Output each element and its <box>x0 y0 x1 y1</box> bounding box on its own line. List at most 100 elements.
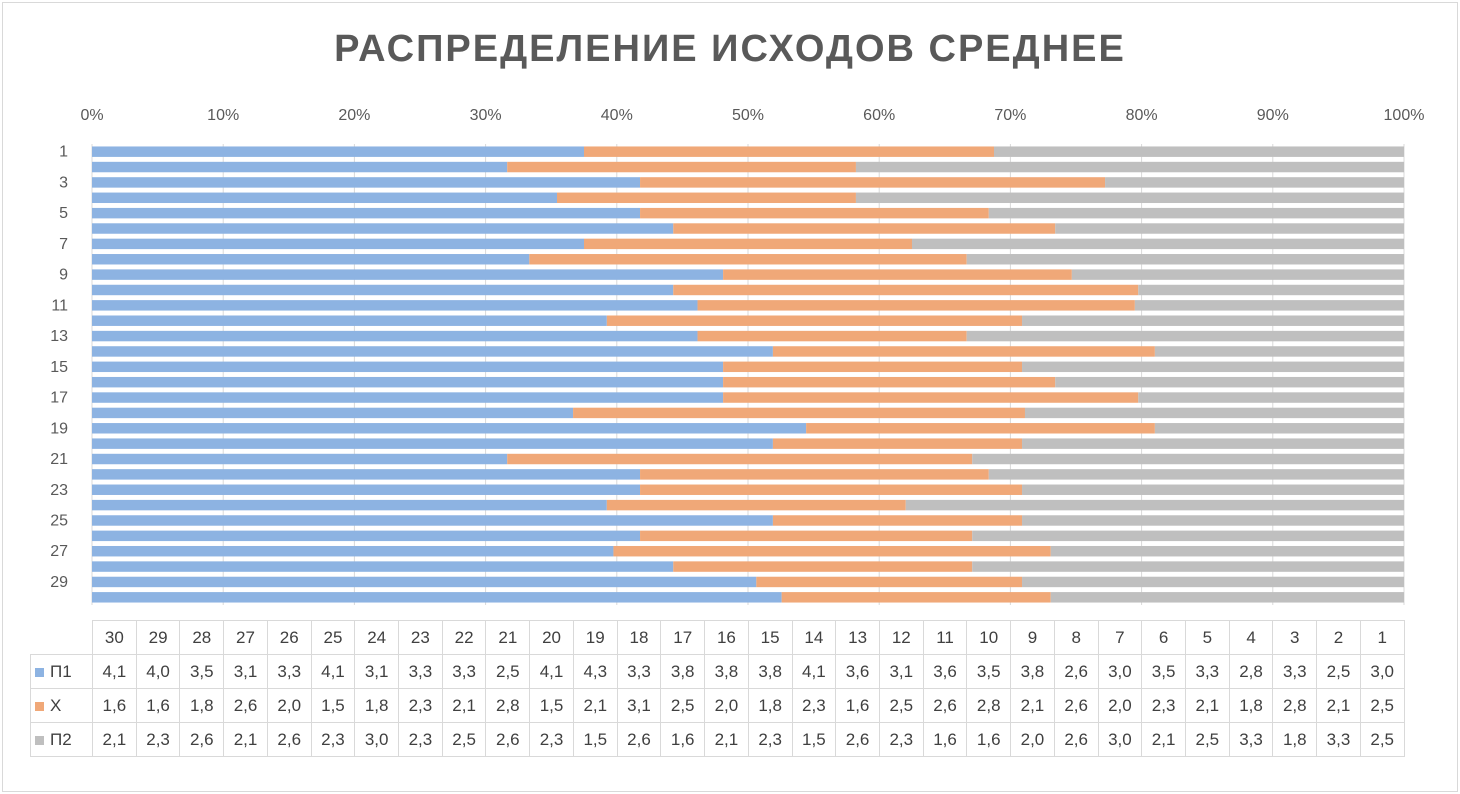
table-column-header: 1 <box>1359 620 1405 655</box>
table-cell: 2,6 <box>179 722 225 757</box>
table-column-header: 25 <box>310 620 356 655</box>
x-tick-label: 80% <box>1126 107 1158 124</box>
table-corner <box>31 621 93 655</box>
bar-segment-П1-13 <box>92 330 698 342</box>
table-cell: 3,0 <box>1097 722 1143 757</box>
bar-segment-П1-29 <box>92 576 757 588</box>
table-row: П2 2,1 2,3 2,6 2,1 2,6 2,3 3,0 2,3 2,5 2,6 2,3 1,5 2,… <box>30 722 1405 757</box>
bar-segment-П1-28 <box>92 561 674 572</box>
y-tick-label: 17 <box>50 390 68 407</box>
bar-segment-П2-21 <box>972 453 1404 465</box>
bar-segment-П2-14 <box>1154 346 1404 357</box>
bar-segment-П2-6 <box>1055 223 1404 234</box>
bar-segment-П2-29 <box>1022 576 1404 588</box>
bar-segment-П2-9 <box>1071 269 1404 280</box>
table-cell: 4,1 <box>791 654 837 689</box>
bar-segment-П2-1 <box>994 146 1404 157</box>
table-cell: 3,3 <box>266 654 312 689</box>
bar-segment-П2-3 <box>1105 177 1404 188</box>
table-cell: 3,1 <box>616 688 662 723</box>
table-column-header: 9 <box>1010 620 1055 655</box>
table-cell: 3,0 <box>1359 654 1405 689</box>
table-column-header: 8 <box>1053 620 1099 655</box>
table-cell: 3,8 <box>660 654 706 689</box>
bar-segment-П2-20 <box>1022 438 1404 449</box>
bar-segment-Х-27 <box>613 545 1051 557</box>
y-tick-label: 13 <box>50 328 68 345</box>
table-cell: 3,1 <box>223 654 268 689</box>
table-column-header: 30 <box>92 620 137 655</box>
table-cell: 3,3 <box>1272 654 1318 689</box>
bar-segment-П2-17 <box>1138 392 1404 403</box>
table-column-header: 7 <box>1097 620 1143 655</box>
y-tick-label: 11 <box>51 297 68 314</box>
table-cell: 3,3 <box>1184 654 1230 689</box>
bar-segment-Х-22 <box>640 469 989 480</box>
table-column-header: 29 <box>135 620 181 655</box>
y-tick-label: 9 <box>59 267 68 284</box>
bar-segment-Х-6 <box>673 223 1056 234</box>
x-tick-label: 70% <box>994 107 1026 124</box>
table-cell: 2,1 <box>1010 688 1055 723</box>
table-cell: 1,6 <box>922 722 968 757</box>
x-tick-label: 40% <box>601 107 633 124</box>
legend-entry: Х <box>30 688 93 723</box>
y-tick-label: 23 <box>50 482 68 499</box>
bar-segment-П1-20 <box>92 438 773 449</box>
bar-segment-П1-18 <box>92 407 574 419</box>
table-cell: 2,3 <box>747 722 793 757</box>
table-column-header: 28 <box>179 620 225 655</box>
table-cell: 2,6 <box>616 722 662 757</box>
bar-segment-П1-9 <box>92 269 724 280</box>
bar-segment-Х-17 <box>723 392 1139 403</box>
bar-segment-П1-5 <box>92 207 641 219</box>
table-cell: 2,5 <box>1316 654 1361 689</box>
table-column-header: 23 <box>398 620 443 655</box>
table-cell: 1,6 <box>835 688 880 723</box>
y-tick-label: 27 <box>50 543 68 560</box>
x-tick-label: 0% <box>80 107 103 124</box>
bar-segment-П2-19 <box>1154 423 1404 434</box>
bar-segment-П1-21 <box>92 453 508 465</box>
table-column-header: 11 <box>922 620 968 655</box>
bar-segment-П2-23 <box>1022 484 1404 495</box>
table-column-header: 5 <box>1184 620 1230 655</box>
table-cell: 2,1 <box>1316 688 1361 723</box>
y-tick-label: 29 <box>50 574 68 591</box>
table-cell: 2,6 <box>1053 654 1099 689</box>
y-tick-label: 25 <box>50 512 68 529</box>
bar-segment-П2-30 <box>1050 592 1404 603</box>
table-cell: 2,8 <box>1272 688 1318 723</box>
bar-segment-П2-26 <box>972 530 1404 542</box>
bar-segment-П1-14 <box>92 346 773 357</box>
bar-segment-П2-10 <box>1138 284 1404 296</box>
table-cell: 2,6 <box>223 688 268 723</box>
table-header-row: 30 29 28 27 26 25 24 23 22 21 20 19 18 17 16 15 14 13 12 11… <box>31 620 1405 655</box>
table-cell: 2,8 <box>966 688 1012 723</box>
y-tick-label: 7 <box>59 236 68 253</box>
bar-segment-П1-23 <box>92 484 641 495</box>
table-cell: 2,5 <box>485 654 531 689</box>
bar-segment-П1-17 <box>92 392 724 403</box>
table-cell: 2,3 <box>310 722 356 757</box>
bar-segment-П2-25 <box>1022 515 1404 526</box>
bar-segment-Х-12 <box>606 315 1023 326</box>
x-tick-label: 100% <box>1384 107 1425 124</box>
table-cell: 3,6 <box>835 654 880 689</box>
x-tick-label: 60% <box>863 107 895 124</box>
table-cell: 2,0 <box>266 688 312 723</box>
table-cell: 2,6 <box>266 722 312 757</box>
table-cell: 2,6 <box>1053 688 1099 723</box>
table-cell: 2,1 <box>1184 688 1230 723</box>
table-cell: 1,5 <box>310 688 356 723</box>
bar-segment-Х-2 <box>507 161 856 173</box>
table-column-header: 12 <box>878 620 924 655</box>
bar-segment-П2-27 <box>1050 545 1404 557</box>
y-tick-label: 5 <box>59 205 68 222</box>
table-cell: 2,1 <box>223 722 268 757</box>
stacked-bar-chart: 0% 10% 20% 30% 40% 50% 60% 70% 80% 90% 100% 135791… <box>50 107 1425 605</box>
table-cell: 2,5 <box>1359 722 1405 757</box>
bar-segment-П1-16 <box>92 376 724 388</box>
bar-segment-П2-22 <box>988 469 1404 480</box>
